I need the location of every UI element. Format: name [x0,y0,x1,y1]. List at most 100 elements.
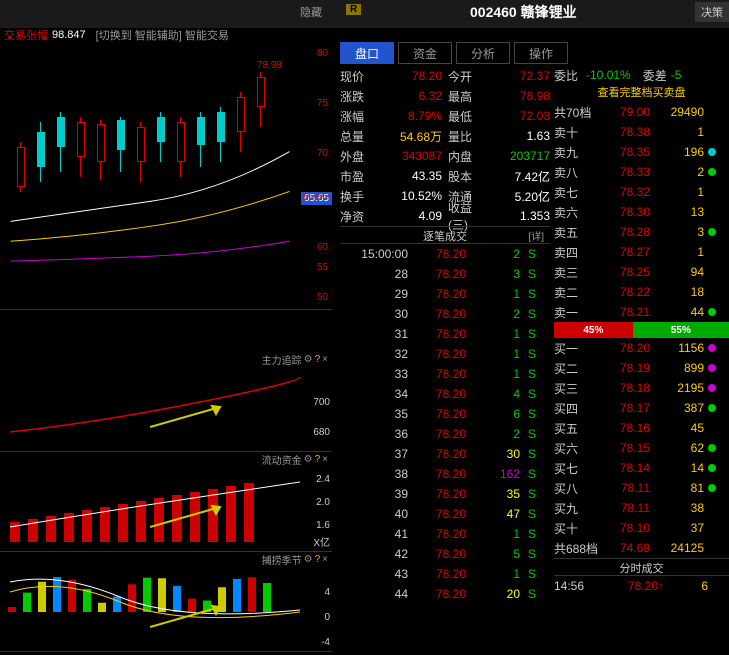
tick-row: 3778.2030S [340,444,550,464]
gear-icon[interactable]: ⚙ [304,454,313,465]
ask-row[interactable]: 卖四78.271 [554,242,729,262]
ask-row[interactable]: 卖一78.2144 [554,302,729,322]
trade-value: 98.847 [52,29,86,41]
tick-row: 15:00:0078.202S [340,244,550,264]
sub-title: 主力追踪 [262,352,302,367]
decision-button[interactable]: 决策 [695,2,729,22]
help-icon[interactable]: ? [315,354,321,365]
dot-icon [708,168,716,176]
tab-操作[interactable]: 操作 [514,42,568,64]
ask-row[interactable]: 卖七78.321 [554,182,729,202]
order-book-panel: 委比-10.01%委差-5查看完整档买卖盘共70档79.0029490卖十78.… [554,66,729,596]
r-badge: R [346,4,361,15]
data-row: 总量54.68万量比1.63 [340,126,550,146]
dot-icon [708,364,716,372]
ask-row[interactable]: 卖二78.2218 [554,282,729,302]
main-chart[interactable]: 78.98 65.65 80757065.65605550 [0,42,332,310]
tick-row: 4378.201S [340,564,550,584]
tabs: 盘口资金分析操作 [340,42,568,64]
tick-row: 3378.201S [340,364,550,384]
sub-chart-1[interactable]: 主力追踪 ⚙ ? ×700680 [0,352,332,452]
ask-row[interactable]: 卖五78.283 [554,222,729,242]
tab-资金[interactable]: 资金 [398,42,452,64]
top-bar: 隐藏 R 002460 赣锋锂业 决策 [0,0,729,28]
tick-row: 4478.2020S [340,584,550,604]
ask-row[interactable]: 卖八78.332 [554,162,729,182]
tick-row: 4178.201S [340,524,550,544]
bid-row[interactable]: 买二78.19899 [554,358,729,378]
dot-icon [708,148,716,156]
bid-row[interactable]: 买八78.1181 [554,478,729,498]
sub-title: 捕捞季节 [262,552,302,567]
bid-row[interactable]: 买七78.1414 [554,458,729,478]
tick-row: 3578.206S [340,404,550,424]
bid-row[interactable]: 买十78.1037 [554,518,729,538]
trade-bar: 交易张幅 98.847 [切换到 智能辅助] 智能交易 [0,28,332,42]
bid-row[interactable]: 买五78.1645 [554,418,729,438]
close-icon[interactable]: × [322,554,328,565]
total-bid: 共688档74.6924125 [554,538,729,558]
data-row: 涨跌6.32最高78.98 [340,86,550,106]
data-row: 现价78.20今开72.37 [340,66,550,86]
tick-row: 4078.2047S [340,504,550,524]
ask-row[interactable]: 卖三78.2594 [554,262,729,282]
candles [10,62,290,262]
y-axis: 80757065.65605550 [300,42,330,309]
help-icon[interactable]: ? [315,454,321,465]
sub-chart-3[interactable]: 捕捞季节 ⚙ ? ×40-4 [0,552,332,652]
tick-row: 4278.205S [340,544,550,564]
ratio-row: 委比-10.01%委差-5 [554,66,729,84]
data-row: 外盘343087内盘203717 [340,146,550,166]
dot-icon [708,464,716,472]
dot-icon [708,384,716,392]
tick-row: 2978.201S [340,284,550,304]
tick-row: 3478.204S [340,384,550,404]
chart-area: 78.98 65.65 80757065.65605550 主力追踪 ⚙ ? ×… [0,42,332,617]
dot-icon [708,484,716,492]
tick-row: 3978.2035S [340,484,550,504]
ask-row[interactable]: 卖九78.35196 [554,142,729,162]
bid-row[interactable]: 买四78.17387 [554,398,729,418]
data-row: 净资4.09收益(三)1.353 [340,206,550,226]
gear-icon[interactable]: ⚙ [304,354,313,365]
time-trade-header: 分时成交 [554,558,729,576]
data-row: 市盈43.35股本7.42亿 [340,166,550,186]
data-row: 涨幅8.79%最低72.03 [340,106,550,126]
total-ask: 共70档79.0029490 [554,102,729,122]
dot-icon [708,308,716,316]
tick-detail-link[interactable]: [详] [528,228,544,243]
tick-row: 3678.202S [340,424,550,444]
ask-row[interactable]: 卖六78.3013 [554,202,729,222]
stock-title: 002460 赣锋锂业 [470,2,577,22]
ask-row[interactable]: 卖十78.381 [554,122,729,142]
data-panel: 现价78.20今开72.37涨跌6.32最高78.98涨幅8.79%最低72.0… [340,66,550,226]
data-row: 换手10.52%流通5.20亿 [340,186,550,206]
tick-list: 15:00:0078.202S2878.203S2978.201S3078.20… [340,244,550,604]
trade-label: 交易张幅 [4,27,48,43]
full-book-link[interactable]: 查看完整档买卖盘 [554,84,729,102]
tick-row: 3178.201S [340,324,550,344]
bid-row[interactable]: 买一78.201156 [554,338,729,358]
tab-分析[interactable]: 分析 [456,42,510,64]
dot-icon [708,228,716,236]
tick-row: 3878.20162S [340,464,550,484]
sub-title: 流动资金 [262,452,302,467]
tick-row: 3278.201S [340,344,550,364]
dot-icon [708,344,716,352]
tick-row: 3078.202S [340,304,550,324]
dot-icon [708,444,716,452]
switch-text[interactable]: [切换到 智能辅助] 智能交易 [96,27,229,43]
gear-icon[interactable]: ⚙ [304,554,313,565]
bid-row[interactable]: 买六78.1562 [554,438,729,458]
hide-button[interactable]: 隐藏 [300,4,322,20]
dot-icon [708,404,716,412]
tick-row: 2878.203S [340,264,550,284]
sub-chart-2[interactable]: 流动资金 ⚙ ? ×2.42.01.6X亿 [0,452,332,552]
close-icon[interactable]: × [322,354,328,365]
close-icon[interactable]: × [322,454,328,465]
help-icon[interactable]: ? [315,554,321,565]
tab-盘口[interactable]: 盘口 [340,42,394,64]
bid-row[interactable]: 买三78.182195 [554,378,729,398]
tick-header: 逐笔成交 [详] [340,226,550,244]
bid-row[interactable]: 买九78.1138 [554,498,729,518]
